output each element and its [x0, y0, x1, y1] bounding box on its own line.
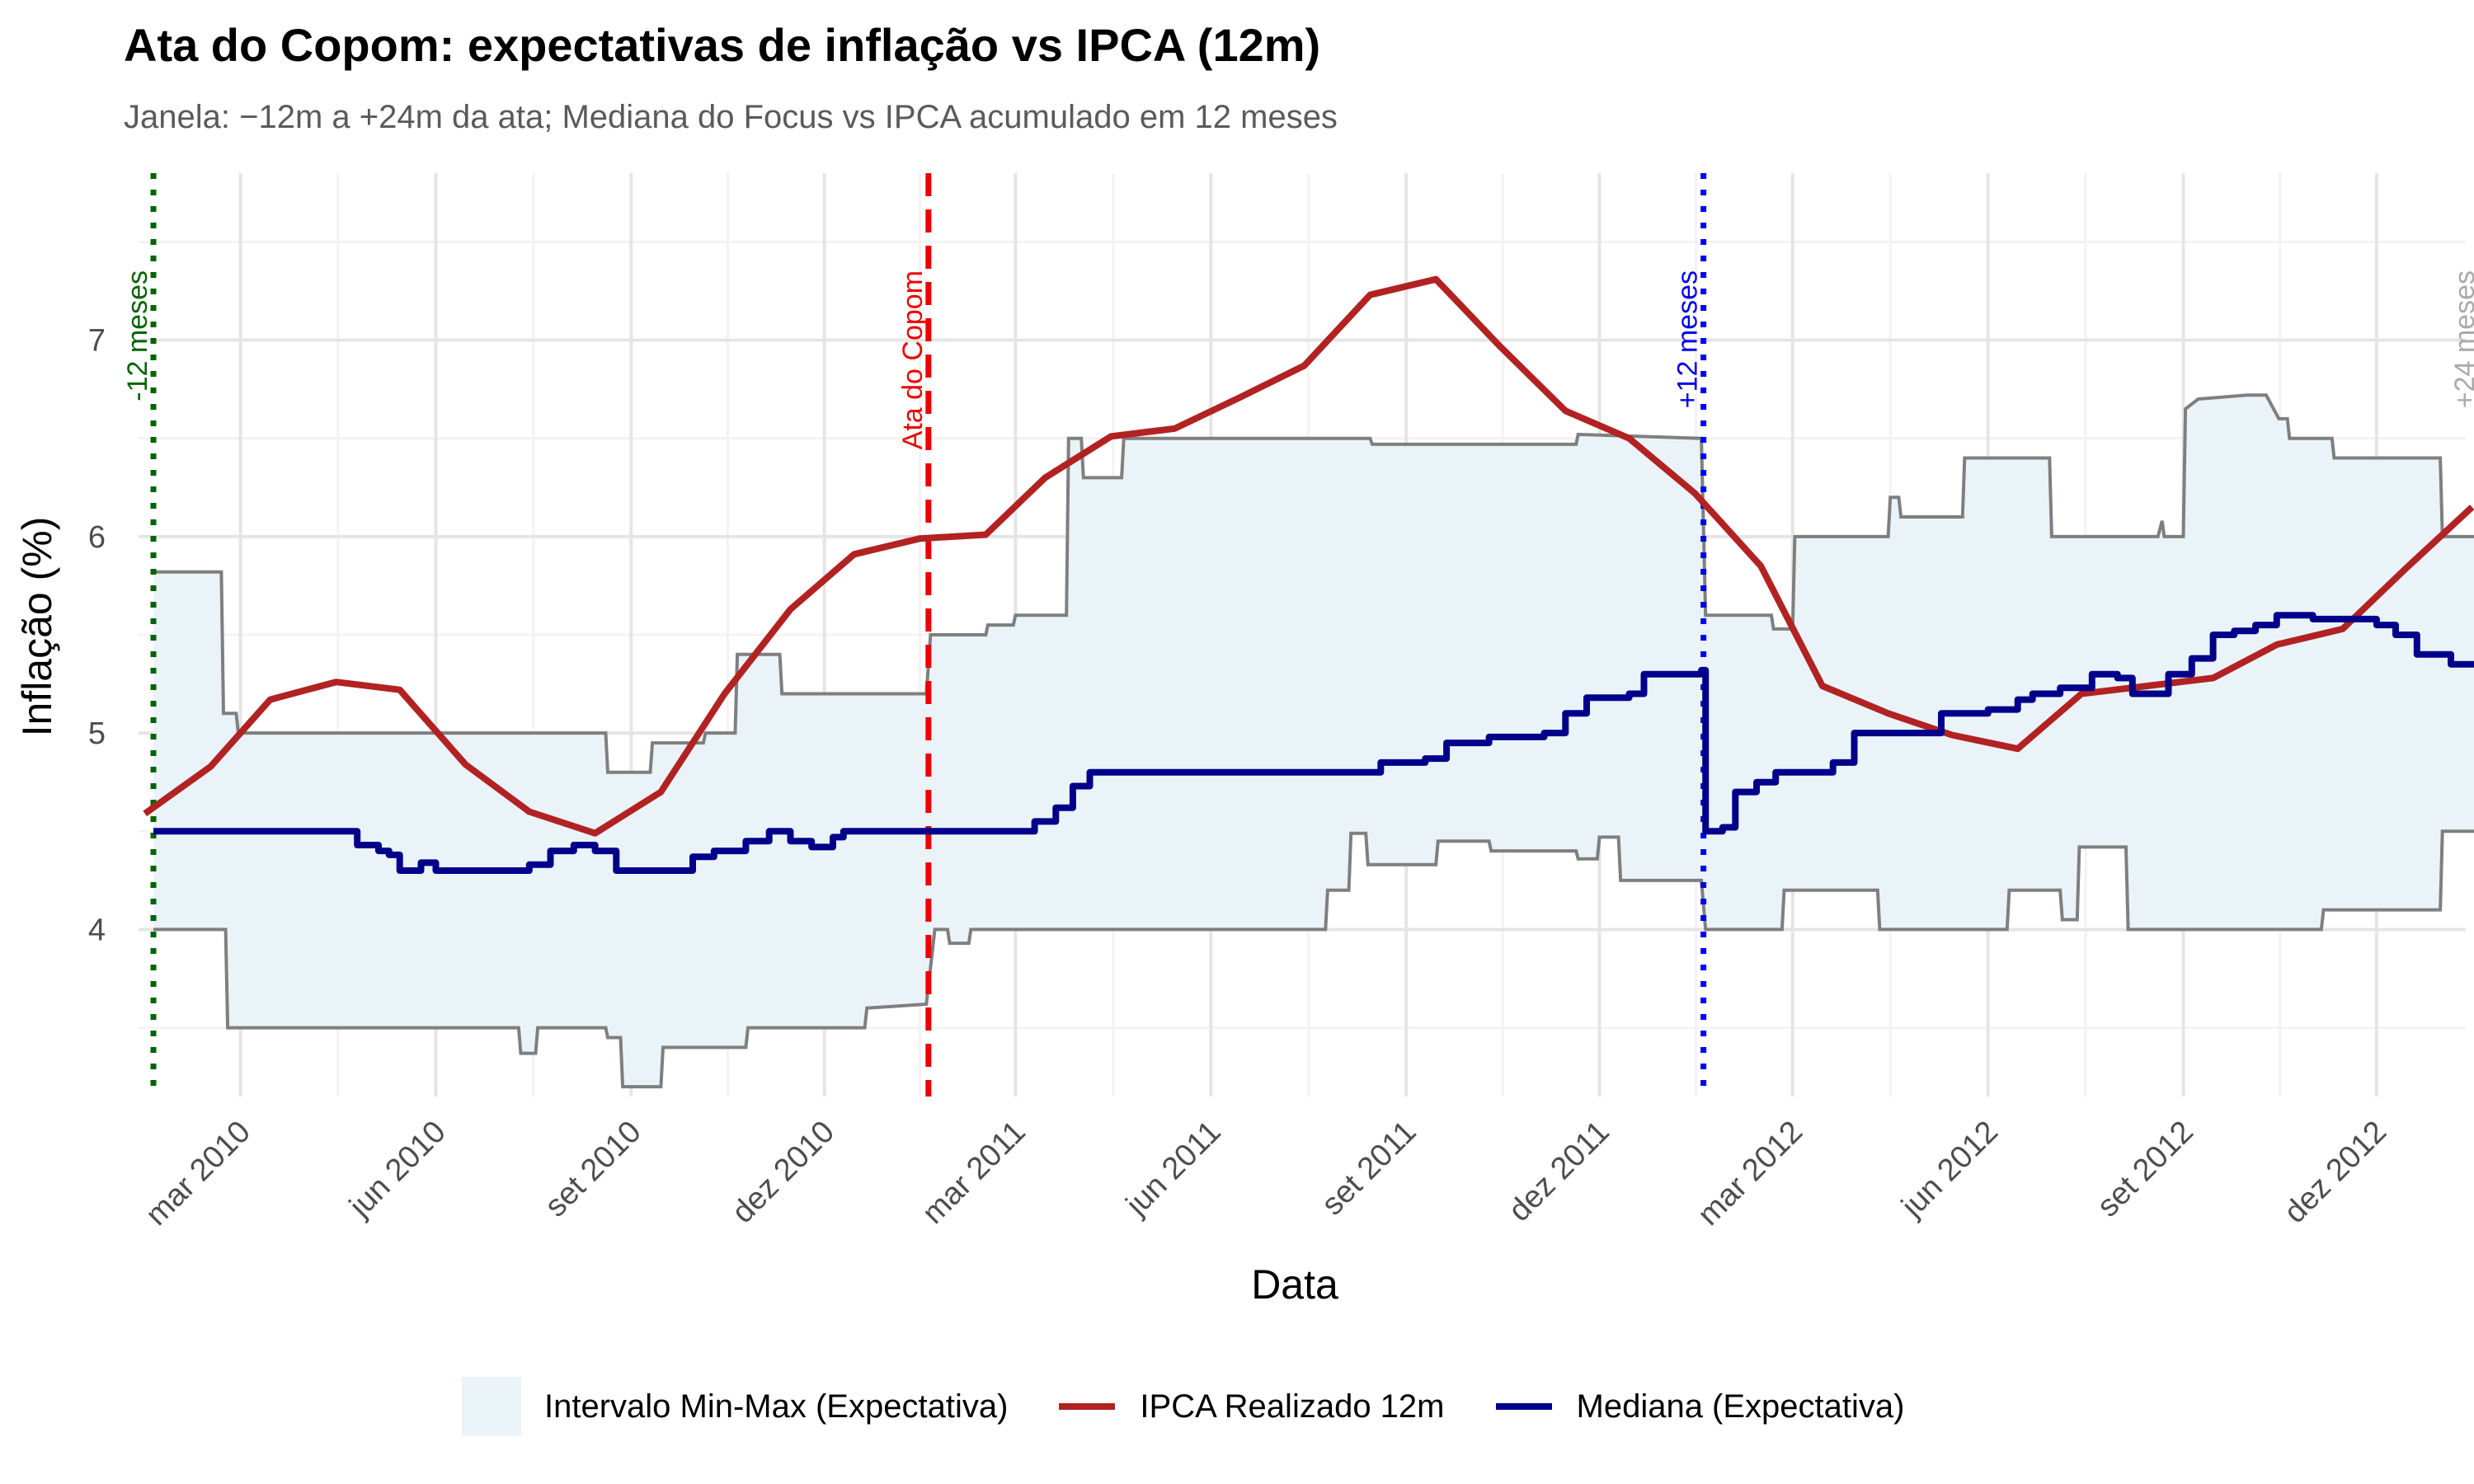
x-tick-label: jun 2011 [1119, 1115, 1228, 1223]
median-line [153, 612, 2474, 874]
chart-title: Ata do Copom: expectativas de inflação v… [124, 19, 1321, 71]
x-tick-label: jun 2010 [342, 1115, 453, 1225]
vline-label: Ata do Copom [897, 270, 929, 449]
legend-item-median: Mediana (Expectativa) [1494, 1377, 1905, 1436]
legend-item-band: Intervalo Min-Max (Expectativa) [462, 1377, 1008, 1436]
legend-key-band [462, 1377, 521, 1436]
legend-label-band: Intervalo Min-Max (Expectativa) [544, 1388, 1009, 1425]
legend-label-median: Mediana (Expectativa) [1576, 1388, 1905, 1425]
legend-key-ipca [1057, 1377, 1117, 1436]
legend-label-ipca: IPCA Realizado 12m [1140, 1388, 1445, 1425]
x-tick-label: dez 2010 [726, 1115, 841, 1230]
x-tick-label: mar 2011 [916, 1115, 1032, 1231]
band-upper-line [153, 393, 2474, 774]
vline-label: -12 meses [122, 270, 153, 402]
band-lower-line [153, 829, 2474, 1089]
ipca-line [143, 275, 2474, 837]
series-layer [143, 275, 2474, 874]
x-tick-label: set 2011 [1315, 1115, 1423, 1223]
y-tick-label: 4 [88, 913, 106, 947]
x-tick-label: mar 2010 [139, 1115, 257, 1233]
minmax-band-area [153, 395, 2474, 1087]
band-layer [153, 393, 2474, 1089]
y-tick-label: 5 [88, 716, 106, 751]
x-axis-title: Data [1251, 1261, 1338, 1308]
y-tick-label: 6 [88, 520, 106, 555]
chart-subtitle: Janela: −12m a +24m da ata; Mediana do F… [124, 99, 1338, 135]
vline-label: +12 meses [1672, 270, 1704, 408]
vline-label: +24 meses [2449, 270, 2474, 408]
x-tick-label: set 2010 [539, 1115, 648, 1224]
x-tick-label: dez 2012 [2278, 1115, 2393, 1230]
legend-key-median [1494, 1377, 1554, 1436]
x-tick-label: mar 2012 [1691, 1115, 1809, 1233]
legend: Intervalo Min-Max (Expectativa) IPCA Rea… [462, 1377, 1954, 1436]
y-axis-title: Inflação (%) [14, 517, 60, 737]
reference-lines: -12 meses Ata do Copom +12 meses +24 meses [122, 173, 2474, 1097]
y-tick-label: 7 [88, 324, 106, 359]
x-tick-label: jun 2012 [1895, 1115, 2006, 1225]
x-tick-label: dez 2011 [1503, 1115, 1616, 1228]
legend-item-ipca: IPCA Realizado 12m [1057, 1377, 1445, 1436]
x-tick-label: set 2012 [2091, 1115, 2200, 1224]
